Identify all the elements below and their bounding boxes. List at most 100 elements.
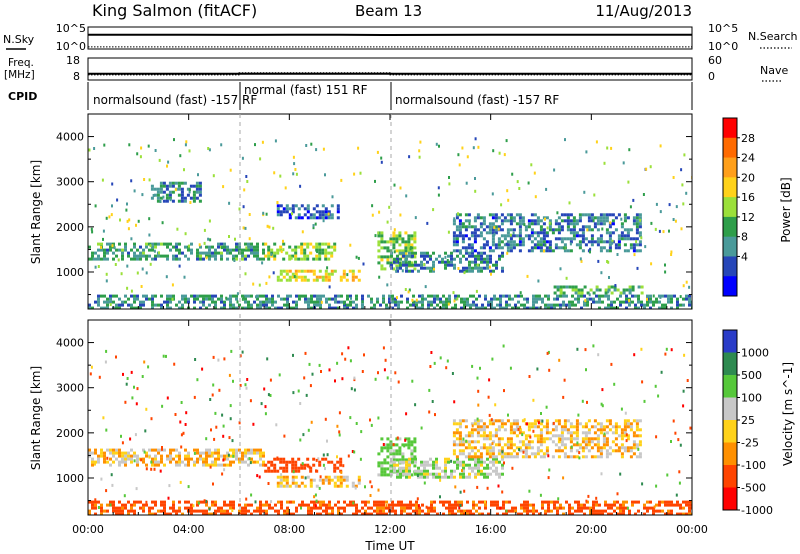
echo-scatter xyxy=(393,250,396,254)
echo-cell xyxy=(676,503,679,507)
echo-cell xyxy=(575,431,579,435)
echo-scatter xyxy=(128,218,131,222)
echo-cell xyxy=(560,246,564,250)
echo-cell xyxy=(483,466,486,470)
colorbar-tick-label: -100 xyxy=(741,459,766,472)
echo-cell xyxy=(632,219,636,223)
echo-cell xyxy=(432,475,435,479)
echo-cell xyxy=(195,187,199,191)
echo-cell xyxy=(560,228,564,232)
velocity-cbar-label: Velocity [m s^-1] xyxy=(781,362,795,466)
echo-cell xyxy=(169,297,172,301)
echo-cell xyxy=(602,428,606,432)
echo-cell xyxy=(500,419,504,423)
echo-cell xyxy=(601,512,604,515)
echo-scatter xyxy=(556,211,559,215)
echo-cell xyxy=(637,285,641,289)
echo-cell xyxy=(130,503,133,507)
echo-cell xyxy=(166,300,169,304)
echo-cell xyxy=(493,294,496,298)
echo-cell xyxy=(584,437,588,441)
echo-scatter xyxy=(231,439,234,443)
echo-scatter xyxy=(558,358,561,362)
echo-cell xyxy=(532,512,535,515)
echo-scatter xyxy=(141,267,144,271)
echo-cell xyxy=(402,472,405,476)
echo-cell xyxy=(118,460,121,464)
echo-scatter xyxy=(114,263,117,266)
echo-cell xyxy=(635,428,639,432)
echo-cell xyxy=(518,440,522,444)
echo-cell xyxy=(303,278,307,282)
echo-cell xyxy=(542,425,546,429)
echo-cell xyxy=(333,469,337,473)
echo-cell xyxy=(634,306,637,309)
echo-cell xyxy=(578,234,582,238)
echo-cell xyxy=(88,245,91,249)
echo-cell xyxy=(404,443,408,447)
echo-cell xyxy=(427,306,430,309)
echo-cell xyxy=(319,503,322,507)
echo-cell xyxy=(377,240,381,244)
echo-cell xyxy=(319,512,322,515)
echo-cell xyxy=(421,300,424,304)
echo-cell xyxy=(386,473,390,477)
echo-cell xyxy=(635,237,639,241)
echo-cell xyxy=(180,196,184,200)
echo-cell xyxy=(198,184,202,188)
echo-cell xyxy=(232,303,235,307)
echo-cell xyxy=(608,240,612,244)
echo-cell xyxy=(512,428,516,432)
echo-scatter xyxy=(611,239,614,243)
echo-cell xyxy=(559,285,563,289)
echo-cell xyxy=(262,300,265,304)
echo-cell xyxy=(459,472,462,476)
echo-cell xyxy=(506,437,510,441)
echo-cell xyxy=(616,306,619,309)
echo-cell xyxy=(391,503,394,507)
echo-scatter xyxy=(678,470,681,474)
echo-scatter xyxy=(135,402,138,406)
echo-cell xyxy=(649,300,652,304)
echo-cell xyxy=(166,306,169,309)
echo-cell xyxy=(523,500,526,504)
echo-cell xyxy=(625,294,628,298)
echo-scatter xyxy=(234,237,236,241)
echo-cell xyxy=(196,448,199,452)
colorbar-tick-label: 20 xyxy=(741,171,755,184)
echo-scatter xyxy=(408,288,411,292)
echo-scatter xyxy=(123,494,126,498)
echo-cell xyxy=(562,506,565,510)
echo-cell xyxy=(587,431,591,435)
echo-cell xyxy=(391,297,394,301)
echo-cell xyxy=(688,303,691,307)
echo-cell xyxy=(565,285,569,289)
echo-scatter xyxy=(261,140,264,144)
echo-cell xyxy=(399,466,402,470)
echo-cell xyxy=(563,437,567,441)
echo-cell xyxy=(460,306,463,309)
echo-cell xyxy=(643,506,646,510)
echo-cell xyxy=(471,254,474,258)
echo-cell xyxy=(539,440,543,444)
echo-cell xyxy=(566,213,570,217)
echo-cell xyxy=(482,434,486,438)
echo-cell xyxy=(142,303,145,307)
echo-scatter xyxy=(241,297,244,301)
echo-scatter xyxy=(228,436,231,440)
echo-cell xyxy=(566,237,570,241)
echo-cell xyxy=(247,254,250,258)
echo-cell xyxy=(593,455,597,459)
echo-scatter xyxy=(446,259,449,262)
echo-scatter xyxy=(336,361,339,365)
echo-scatter xyxy=(414,216,417,220)
echo-cell xyxy=(276,481,280,485)
echo-cell xyxy=(214,303,217,307)
echo-cell xyxy=(401,237,405,241)
echo-cell xyxy=(477,472,480,476)
colorbar-tick-label: 25 xyxy=(741,414,755,427)
echo-cell xyxy=(297,216,301,220)
echo-cell xyxy=(303,242,307,246)
echo-cell xyxy=(444,251,447,255)
echo-cell xyxy=(485,449,489,453)
